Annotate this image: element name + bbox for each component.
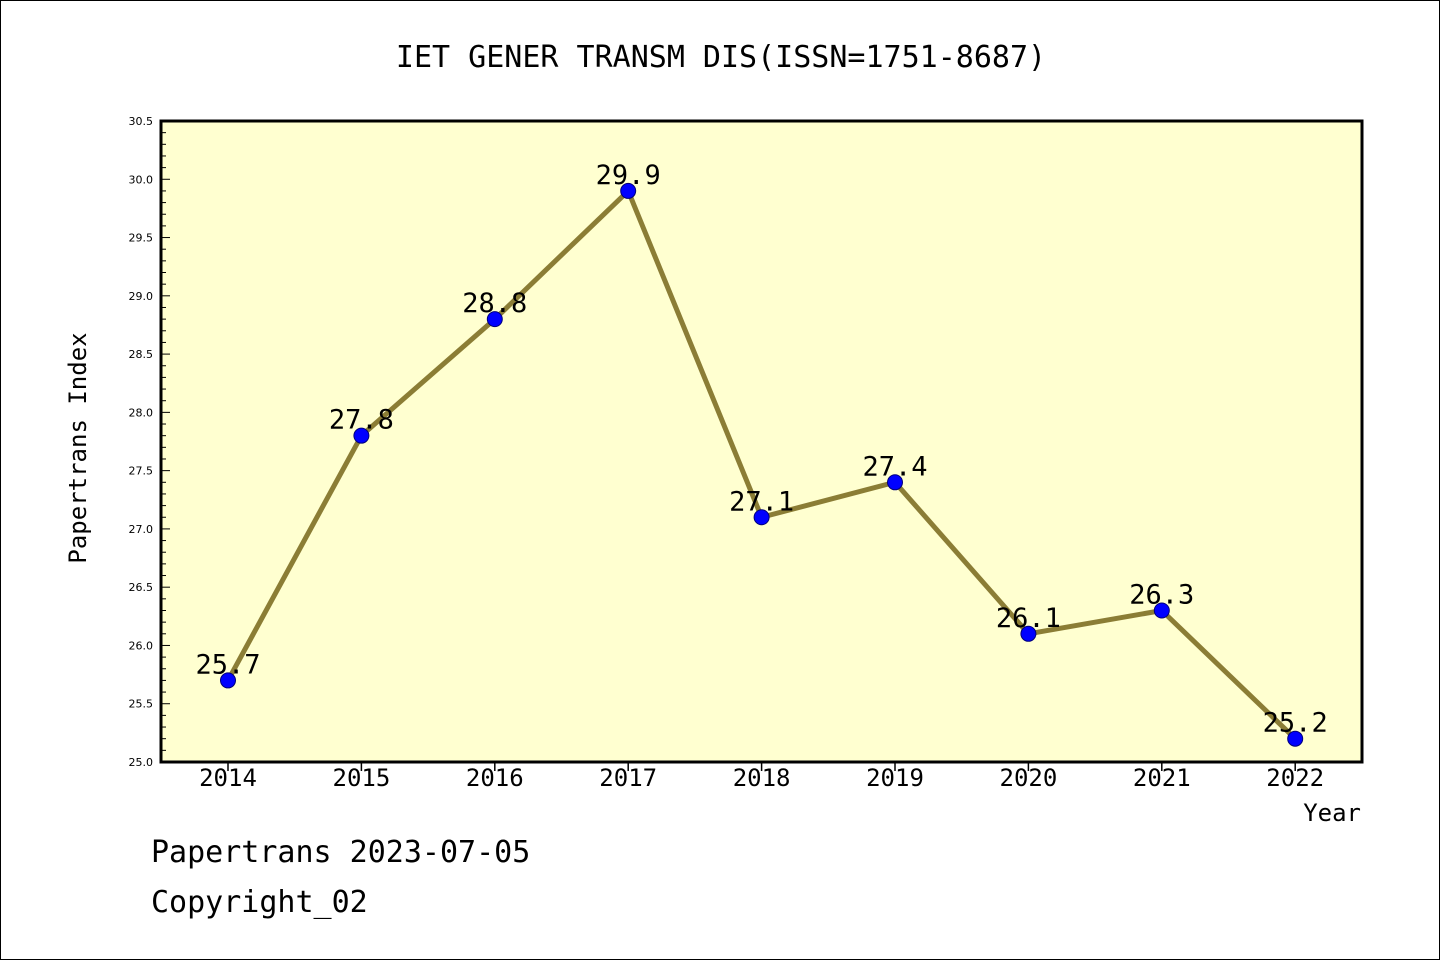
x-axis-label: Year: [1303, 799, 1361, 827]
x-tick-label: 2016: [466, 764, 524, 792]
data-label: 25.2: [1263, 708, 1328, 739]
x-tick-label: 2015: [333, 764, 391, 792]
y-tick-label: 27.0: [129, 523, 154, 536]
y-tick-label: 26.0: [129, 639, 154, 652]
data-point: [1287, 730, 1304, 747]
y-tick-label: 29.0: [129, 290, 154, 303]
data-label: 27.1: [729, 486, 794, 517]
data-label: 29.9: [596, 160, 661, 191]
data-point: [1153, 602, 1170, 619]
plot-border: [159, 119, 1364, 764]
y-tick-label: 30.5: [129, 115, 154, 128]
data-label: 27.8: [329, 405, 394, 436]
data-point: [353, 427, 370, 444]
y-tick-label: 27.5: [129, 465, 154, 478]
data-point: [486, 311, 503, 328]
data-label: 28.8: [462, 288, 527, 319]
footer-copyright: Copyright_02: [151, 885, 368, 920]
footer-date: Papertrans 2023-07-05: [151, 835, 531, 870]
data-point: [753, 509, 770, 526]
data-label: 27.4: [862, 451, 927, 482]
y-tick-label: 28.0: [129, 406, 154, 419]
y-tick-label: 25.5: [129, 698, 154, 711]
data-point: [220, 672, 236, 689]
x-tick-label: 2017: [599, 764, 657, 792]
y-tick-label: 28.5: [129, 348, 154, 361]
data-label: 25.7: [195, 649, 260, 680]
x-tick-label: 2014: [199, 764, 257, 792]
y-tick-label: 25.0: [129, 756, 154, 769]
y-axis-label: Papertrans Index: [64, 332, 92, 563]
x-tick-label: 2021: [1133, 764, 1191, 792]
data-point: [1020, 625, 1037, 642]
data-label: 26.3: [1129, 579, 1194, 610]
y-tick-label: 26.5: [129, 581, 154, 594]
x-tick-label: 2019: [866, 764, 924, 792]
x-tick-label: 2020: [1000, 764, 1058, 792]
data-point: [620, 182, 637, 199]
y-tick-label: 29.5: [129, 232, 154, 245]
chart-title: IET GENER TRANSM DIS(ISSN=1751-8687): [396, 40, 1046, 75]
y-tick-label: 30.0: [129, 173, 154, 186]
x-tick-label: 2022: [1266, 764, 1324, 792]
data-point: [887, 474, 903, 491]
x-tick-label: 2018: [733, 764, 791, 792]
plot-area: [161, 121, 1362, 762]
data-label: 26.1: [996, 603, 1061, 634]
